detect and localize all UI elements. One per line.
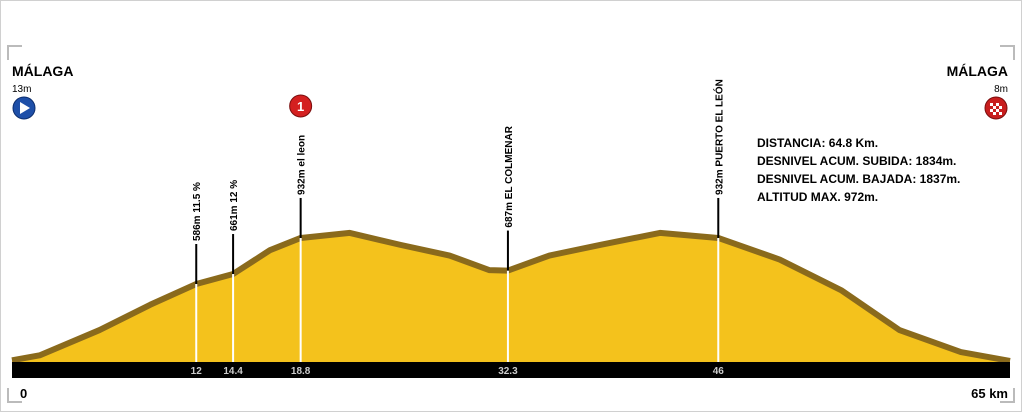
sprint-circle	[289, 94, 313, 118]
info-line: DISTANCIA: 64.8 Km.	[757, 136, 878, 150]
marker-label: 661m 12 %	[229, 180, 240, 231]
marker-label: 932m el leon	[297, 135, 308, 195]
elevation-edge	[11, 229, 1011, 364]
marker-km: 46	[713, 366, 725, 377]
marker-label: 586m 11.5 %	[192, 182, 203, 241]
marker-km: 12	[191, 366, 203, 377]
elevation-area	[12, 232, 1010, 362]
marker-km: 32.3	[498, 366, 518, 377]
marker-km: 14.4	[223, 366, 243, 377]
corner-brackets	[7, 45, 1015, 403]
marker-km: 18.8	[291, 366, 311, 377]
marker-label: 687m EL COLMENAR	[504, 125, 515, 227]
info-line: ALTITUD MAX. 972m.	[757, 190, 878, 204]
start-altitude: 13m	[12, 84, 31, 95]
start-icon	[12, 96, 36, 120]
finish-icon	[984, 96, 1008, 120]
sprint-marker: 1	[289, 94, 313, 118]
sprint-label: 1	[297, 99, 304, 114]
info-box: DISTANCIA: 64.8 Km. DESNIVEL ACUM. SUBIDA…	[757, 136, 960, 204]
marker-label: 932m PUERTO EL LEÓN	[712, 79, 725, 195]
finish-name: MÁLAGA	[947, 63, 1008, 79]
info-line: DESNIVEL ACUM. SUBIDA: 1834m.	[757, 154, 956, 168]
x-tick-label: 0	[20, 386, 27, 401]
info-line: DESNIVEL ACUM. BAJADA: 1837m.	[757, 172, 960, 186]
finish-altitude: 8m	[994, 84, 1008, 95]
axis-bar	[12, 362, 1010, 378]
start-name: MÁLAGA	[12, 63, 73, 79]
x-tick-label: 65 km	[971, 386, 1008, 401]
